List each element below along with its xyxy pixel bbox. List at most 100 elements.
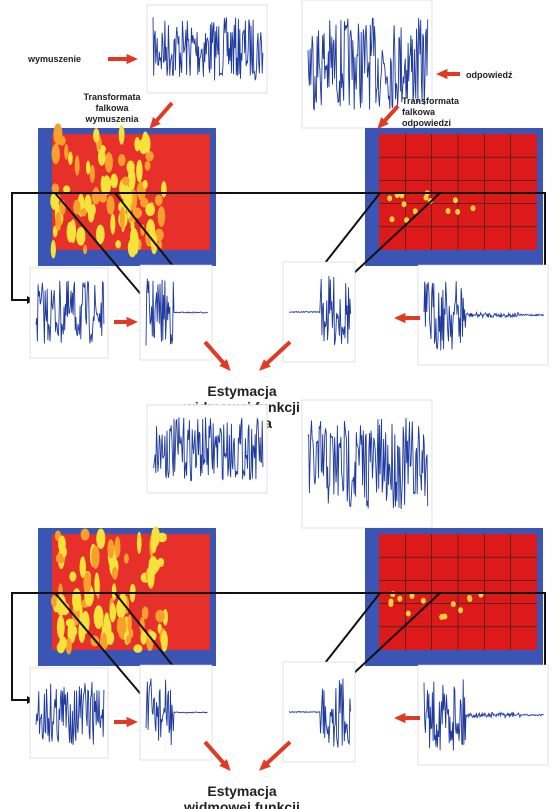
energy-spot: [81, 529, 90, 541]
energy-spot: [105, 152, 113, 172]
energy-spot: [112, 567, 118, 580]
energy-spot: [446, 208, 451, 214]
arrow-head: [127, 717, 138, 727]
energy-spot: [388, 601, 393, 607]
energy-spot: [96, 529, 105, 549]
energy-spot: [68, 152, 73, 165]
energy-spot: [142, 131, 149, 148]
energy-spot: [110, 214, 115, 235]
energy-spot: [142, 606, 149, 619]
energy-spot: [155, 195, 163, 206]
energy-spot: [151, 535, 157, 553]
energy-spot: [124, 554, 129, 564]
energy-spot: [90, 204, 95, 216]
energy-spot: [58, 536, 66, 553]
energy-spot: [64, 144, 68, 160]
label-line: Estymacja: [207, 383, 276, 399]
energy-spot: [59, 136, 66, 146]
energy-spot: [458, 607, 463, 613]
label-line: widmowej funkcji: [183, 799, 300, 809]
energy-spot: [120, 207, 125, 229]
energy-spot: [73, 200, 80, 215]
energy-spot: [66, 638, 72, 655]
energy-spot: [115, 536, 121, 557]
energy-spot: [80, 556, 86, 578]
energy-spot: [127, 615, 131, 632]
energy-spot: [72, 588, 81, 611]
excitation-label: wymuszenie: [27, 54, 81, 64]
energy-spot: [127, 161, 135, 174]
energy-spot: [91, 545, 99, 569]
label-line: Transformata: [402, 96, 460, 106]
energy-spot: [106, 196, 114, 215]
energy-spot: [149, 556, 158, 575]
energy-spot: [75, 155, 80, 175]
arrow-head: [394, 713, 405, 723]
label-line: odpowiedzi: [402, 118, 451, 128]
energy-spot: [117, 620, 127, 636]
energy-spot: [51, 240, 56, 258]
energy-spot: [470, 205, 475, 211]
energy-spot: [397, 596, 402, 602]
energy-spot: [126, 636, 131, 644]
energy-spot: [137, 532, 142, 554]
energy-spot: [143, 180, 148, 189]
energy-spot: [453, 197, 458, 203]
energy-spot: [161, 630, 168, 651]
energy-spot: [76, 227, 85, 246]
energy-spot: [115, 240, 121, 248]
energy-spot: [158, 533, 167, 543]
label-line: Transformata: [83, 92, 141, 102]
energy-spot: [69, 571, 76, 581]
energy-spot: [110, 603, 117, 622]
energy-spot: [389, 216, 394, 222]
energy-spot: [119, 125, 125, 145]
label-line: falkowa: [95, 103, 129, 113]
label-line: wymuszenia: [84, 114, 139, 124]
energy-spot: [424, 195, 429, 201]
energy-spot: [133, 644, 142, 653]
energy-spot: [161, 181, 167, 197]
energy-spot: [133, 231, 138, 254]
energy-spot: [52, 144, 61, 164]
energy-spot: [145, 161, 151, 171]
energy-spot: [90, 165, 95, 183]
energy-spot: [406, 610, 411, 616]
energy-spot: [55, 212, 61, 231]
energy-spot: [57, 615, 65, 639]
energy-spot: [112, 583, 117, 600]
energy-spot: [136, 160, 142, 183]
energy-spot: [421, 598, 426, 604]
response-label: odpowiedź: [466, 70, 513, 80]
energy-spot: [94, 572, 99, 595]
arrow-head: [436, 69, 447, 79]
arrow-head: [127, 54, 138, 64]
energy-spot: [110, 174, 118, 189]
energy-spot: [92, 188, 101, 204]
energy-spot: [387, 195, 392, 201]
energy-spot: [134, 137, 140, 151]
energy-spot: [145, 151, 153, 161]
arrow-head: [127, 317, 138, 327]
energy-spot: [442, 614, 447, 620]
energy-spot: [155, 610, 165, 623]
energy-spot: [104, 612, 110, 634]
energy-spot: [451, 601, 456, 607]
energy-spot: [107, 539, 114, 558]
energy-spot: [145, 203, 155, 216]
energy-spot: [83, 245, 87, 255]
diagram: Estymacjawidmowej funkcjiprzejściaEstyma…: [0, 0, 555, 809]
energy-spot: [158, 206, 166, 227]
label-line: Estymacja: [207, 783, 276, 799]
energy-spot: [122, 177, 130, 186]
energy-spot: [80, 208, 87, 216]
energy-spot: [402, 201, 407, 207]
energy-spot: [86, 161, 90, 175]
energy-spot: [66, 619, 75, 627]
energy-spot: [93, 128, 99, 143]
energy-spot: [118, 154, 125, 166]
energy-spot: [70, 626, 77, 637]
